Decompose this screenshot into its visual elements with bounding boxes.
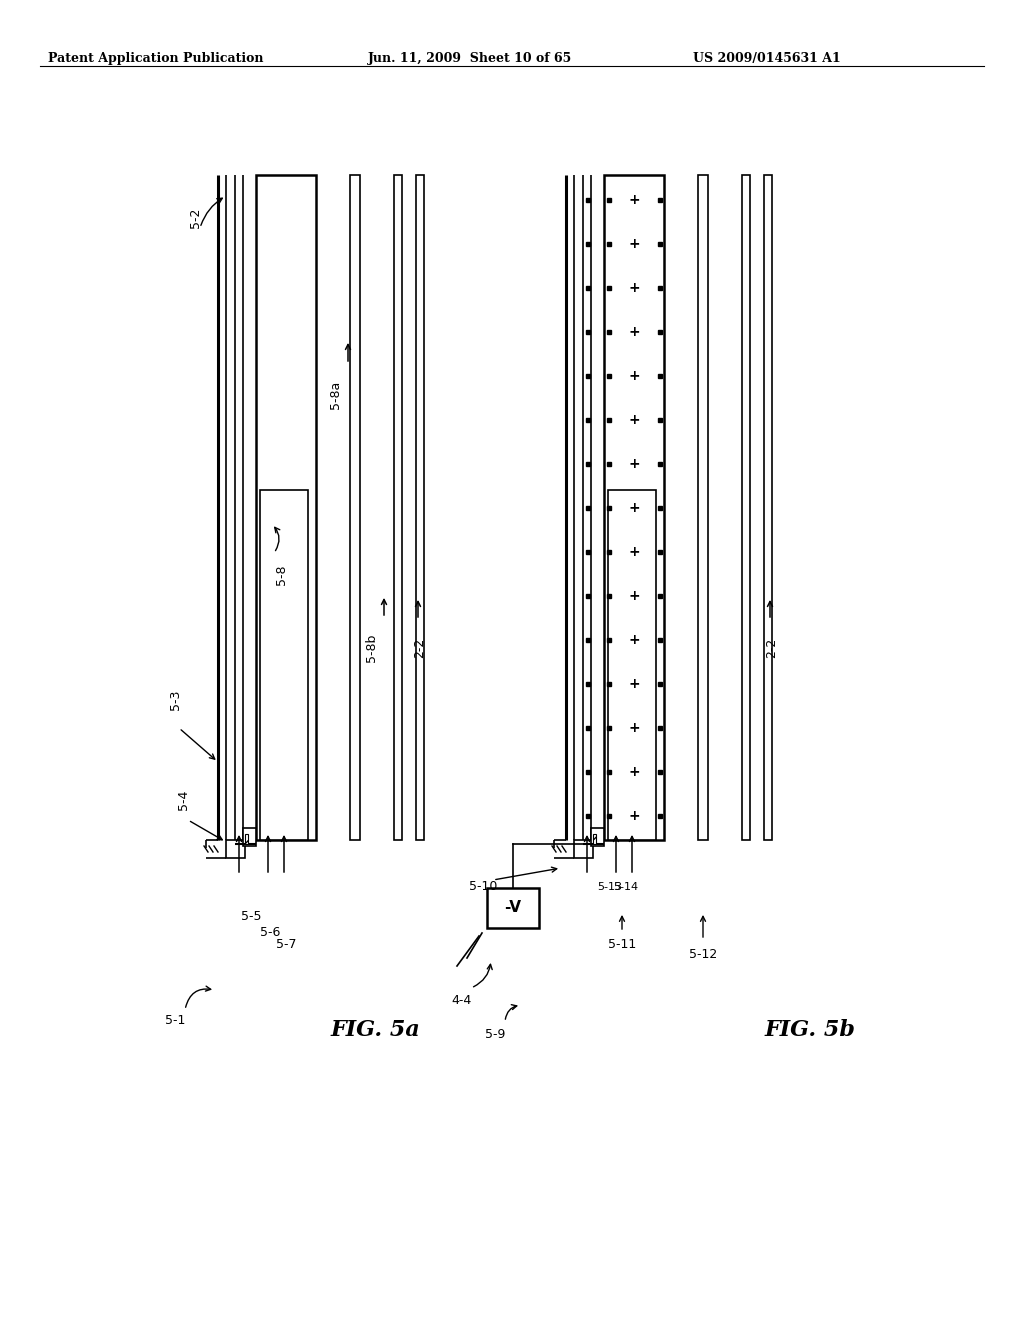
- Text: 5-13: 5-13: [597, 882, 623, 892]
- Bar: [226, 840, 245, 858]
- Text: 4-4: 4-4: [451, 994, 471, 1006]
- Text: +: +: [628, 325, 640, 339]
- Bar: [698, 176, 708, 840]
- Text: +: +: [628, 545, 640, 558]
- Text: +: +: [628, 634, 640, 647]
- Text: +: +: [628, 766, 640, 779]
- Text: +: +: [628, 502, 640, 515]
- Text: 5-1: 5-1: [165, 1014, 185, 1027]
- Text: +: +: [628, 193, 640, 207]
- Bar: [394, 176, 402, 840]
- Text: 5-7: 5-7: [276, 939, 297, 950]
- Text: 5-6: 5-6: [260, 927, 281, 939]
- Text: 5-2: 5-2: [189, 207, 203, 228]
- Text: +: +: [628, 589, 640, 603]
- Text: 2-2: 2-2: [414, 638, 427, 659]
- Text: FIG. 5a: FIG. 5a: [330, 1019, 420, 1041]
- Bar: [260, 490, 308, 840]
- Text: Jun. 11, 2009  Sheet 10 of 65: Jun. 11, 2009 Sheet 10 of 65: [368, 51, 572, 65]
- Text: 5-8a: 5-8a: [330, 381, 342, 409]
- Bar: [604, 176, 664, 840]
- Text: +: +: [628, 238, 640, 251]
- Text: 2-2: 2-2: [766, 638, 778, 659]
- Text: 5-5: 5-5: [241, 909, 261, 923]
- Bar: [243, 828, 256, 846]
- Bar: [245, 834, 248, 843]
- Bar: [742, 176, 750, 840]
- Text: +: +: [628, 457, 640, 471]
- Text: US 2009/0145631 A1: US 2009/0145631 A1: [693, 51, 841, 65]
- Text: 5-9: 5-9: [484, 1028, 505, 1041]
- Bar: [487, 888, 539, 928]
- Text: 5-4: 5-4: [176, 789, 189, 810]
- Text: 5-8: 5-8: [275, 565, 289, 585]
- Text: 5-12: 5-12: [689, 948, 717, 961]
- Text: +: +: [628, 677, 640, 690]
- Bar: [608, 490, 656, 840]
- Text: 5-3: 5-3: [169, 690, 181, 710]
- Bar: [764, 176, 772, 840]
- Text: 5-11: 5-11: [608, 939, 636, 950]
- Text: +: +: [628, 413, 640, 426]
- Bar: [350, 176, 360, 840]
- Bar: [256, 176, 316, 840]
- Text: +: +: [628, 281, 640, 294]
- Text: 5-14: 5-14: [613, 882, 639, 892]
- Text: FIG. 5b: FIG. 5b: [765, 1019, 855, 1041]
- Text: +: +: [628, 809, 640, 822]
- Bar: [591, 828, 604, 846]
- Text: -V: -V: [505, 900, 521, 916]
- Bar: [574, 840, 593, 858]
- Text: +: +: [628, 721, 640, 735]
- Text: 5-8b: 5-8b: [366, 634, 379, 663]
- Text: Patent Application Publication: Patent Application Publication: [48, 51, 263, 65]
- Text: 5-10: 5-10: [469, 879, 498, 892]
- Bar: [593, 834, 596, 843]
- Text: +: +: [628, 370, 640, 383]
- Bar: [416, 176, 424, 840]
